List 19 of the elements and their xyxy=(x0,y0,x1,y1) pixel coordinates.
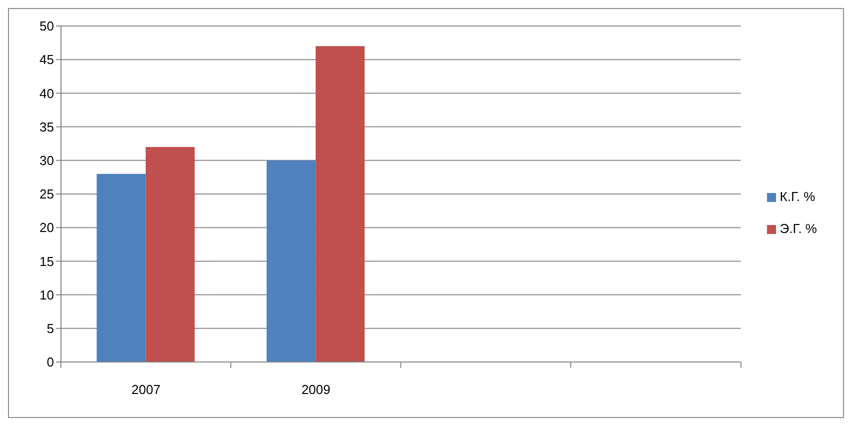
y-tick-label: 30 xyxy=(40,153,54,168)
y-tick-label: 45 xyxy=(40,52,54,68)
bar xyxy=(96,174,146,362)
x-tick-label: 2009 xyxy=(301,382,330,397)
y-tick-label: 5 xyxy=(46,321,54,336)
y-tick-label: 50 xyxy=(40,18,54,34)
y-tick-label: 25 xyxy=(40,186,54,202)
legend-label: К.Г. % xyxy=(780,189,816,204)
x-tick-label: 2007 xyxy=(132,382,160,397)
bar xyxy=(266,160,316,362)
legend-label: Э.Г. % xyxy=(780,221,817,236)
y-tick-label: 15 xyxy=(40,254,54,269)
y-tick-label: 35 xyxy=(40,119,54,134)
y-tick-label: 40 xyxy=(40,86,54,101)
y-tick-label: 10 xyxy=(40,287,54,302)
y-tick-label: 20 xyxy=(40,220,54,236)
y-tick-label: 0 xyxy=(46,354,54,370)
bar xyxy=(146,146,195,362)
bar xyxy=(316,46,365,362)
